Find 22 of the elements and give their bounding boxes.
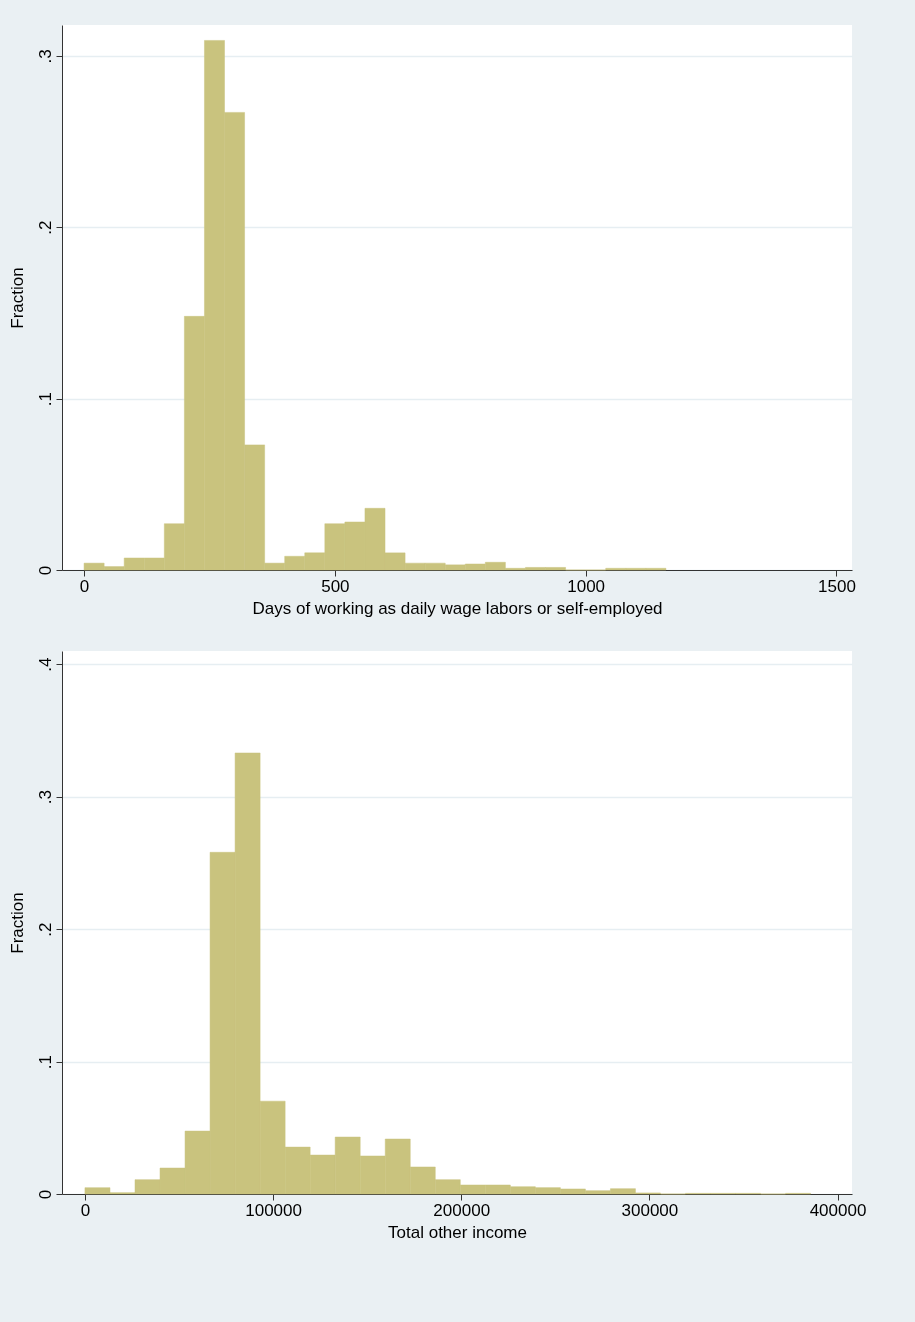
y-tick-label: .3 [35, 49, 55, 64]
x-tick-label: 1500 [818, 576, 856, 596]
y-axis-title: Fraction [7, 267, 27, 329]
x-tick-label: 1000 [567, 576, 606, 596]
x-tick-label: 0 [79, 576, 90, 596]
y-tick-label: .2 [35, 922, 55, 937]
y-axis-title: Fraction [7, 892, 27, 954]
x-axis-title: Total other income [388, 1222, 527, 1242]
x-tick-label: 0 [80, 1200, 91, 1220]
y-tick-label: .1 [35, 1054, 55, 1070]
x-tick-label: 100000 [245, 1200, 302, 1220]
y-tick-label: 0 [35, 565, 55, 576]
y-tick-label: .4 [35, 657, 55, 672]
y-tick-label: .1 [35, 392, 55, 407]
x-tick-label: 400000 [809, 1200, 867, 1220]
x-axis-title: Days of working as daily wage labors or self-employed [252, 598, 663, 618]
x-tick-label: 500 [321, 576, 350, 596]
y-tick-label: 0 [35, 1189, 55, 1200]
x-tick-label: 200000 [433, 1200, 491, 1220]
y-tick-label: .2 [35, 220, 55, 235]
x-tick-label: 300000 [621, 1200, 679, 1220]
y-tick-label: .3 [35, 790, 55, 805]
